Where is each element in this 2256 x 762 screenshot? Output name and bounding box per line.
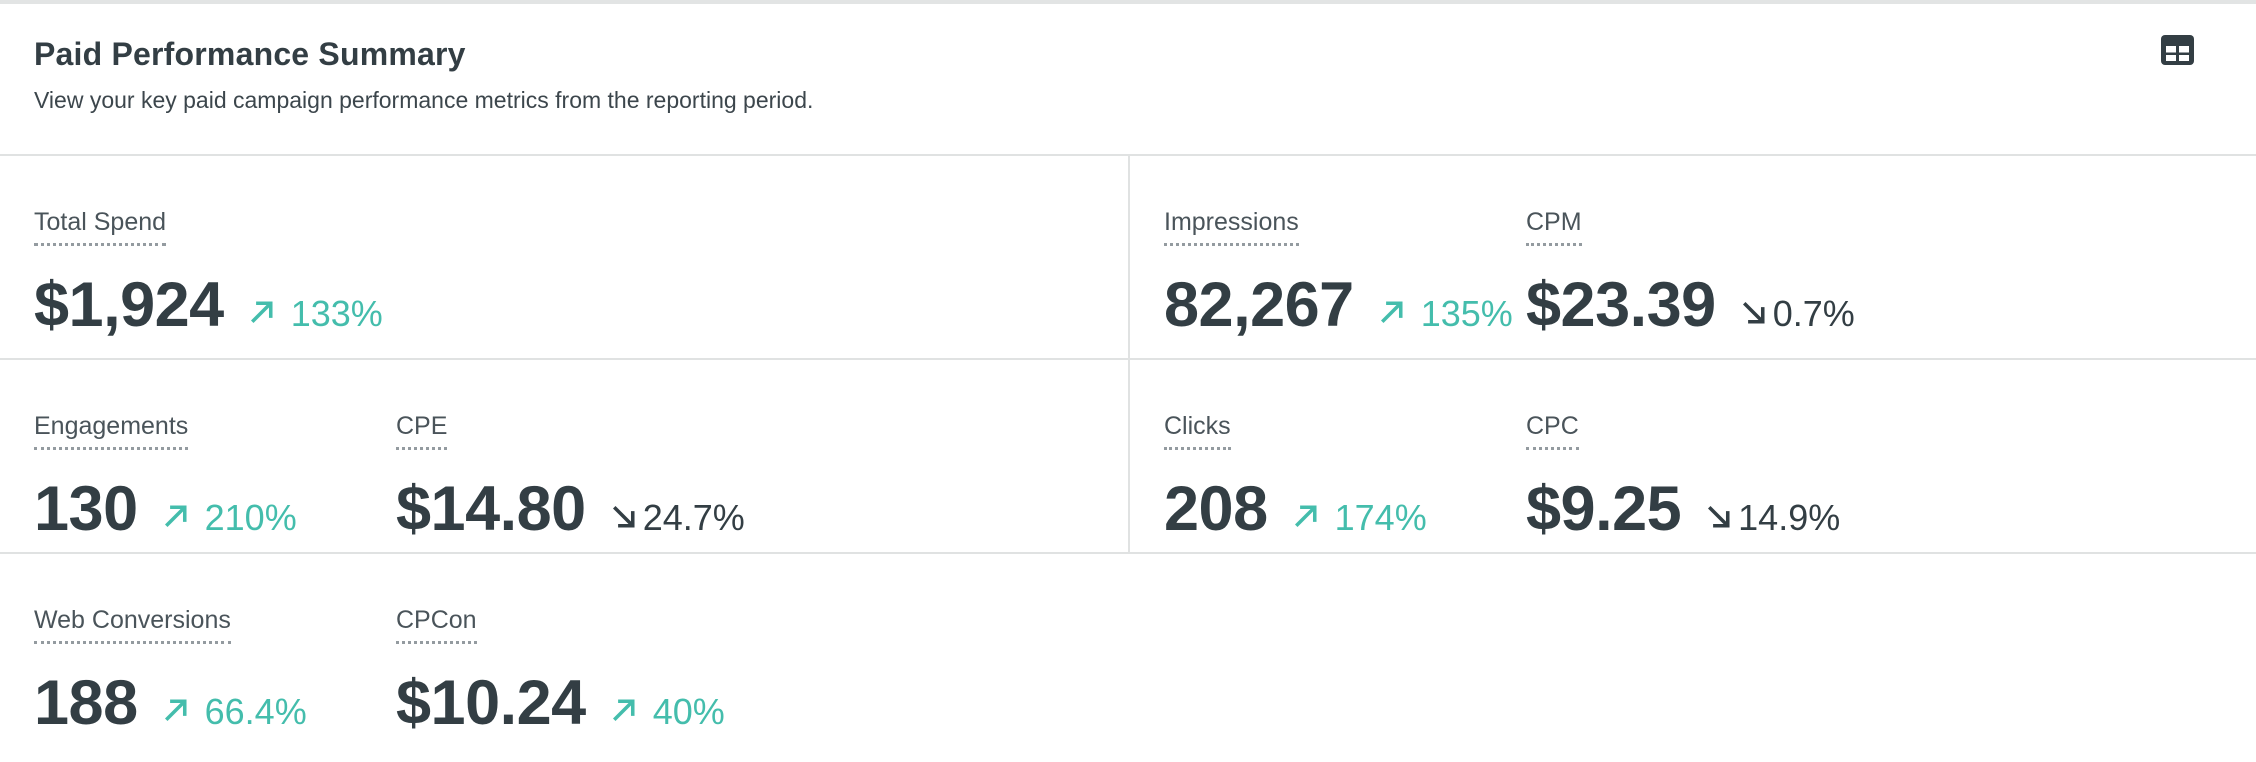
trend-down-icon xyxy=(612,505,635,528)
metric-delta-engagements: 210% xyxy=(157,498,297,536)
metric-label-clicks[interactable]: Clicks xyxy=(1164,412,1231,450)
widget-header: Paid Performance Summary View your key p… xyxy=(0,4,2256,154)
metric-delta-clicks: 174% xyxy=(1287,498,1427,536)
cell-total-spend: Total Spend $1,924 133% xyxy=(0,156,1128,358)
trend-up-icon xyxy=(164,699,187,722)
cell-clicks-cpc: Clicks 208 174% CPC $9.25 14.9% xyxy=(1128,360,2256,552)
trend-up-icon xyxy=(1294,505,1317,528)
metric-label-cpm[interactable]: CPM xyxy=(1526,208,1582,246)
metric-web-conversions: Web Conversions 188 66.4% xyxy=(34,606,396,762)
metric-value-web-conversions: 188 xyxy=(34,668,138,738)
metric-total-spend: Total Spend $1,924 133% xyxy=(34,208,396,358)
trend-up-icon xyxy=(612,699,635,722)
widget-title: Paid Performance Summary xyxy=(34,36,466,72)
metric-cpm: CPM $23.39 0.7% xyxy=(1526,208,1855,358)
metric-delta-cpcon: 40% xyxy=(605,692,725,730)
metric-delta-cpc: 14.9% xyxy=(1700,498,1840,536)
metric-value-impressions: 82,267 xyxy=(1164,270,1354,340)
metric-value-cpe: $14.80 xyxy=(396,474,586,544)
metric-label-cpc[interactable]: CPC xyxy=(1526,412,1579,450)
trend-down-icon xyxy=(1708,505,1730,528)
metric-label-impressions[interactable]: Impressions xyxy=(1164,208,1299,246)
cell-impressions-cpm: Impressions 82,267 135% CPM $23.39 0.7% xyxy=(1128,156,2256,358)
metric-delta-cpe: 24.7% xyxy=(605,498,745,536)
metric-value-engagements: 130 xyxy=(34,474,138,544)
metric-delta-total-spend: 133% xyxy=(243,294,383,332)
metric-clicks: Clicks 208 174% xyxy=(1164,412,1526,552)
metric-label-cpe[interactable]: CPE xyxy=(396,412,448,450)
metric-label-total-spend[interactable]: Total Spend xyxy=(34,208,167,246)
metric-label-cpcon[interactable]: CPCon xyxy=(396,606,477,644)
table-icon xyxy=(2160,35,2195,69)
metric-value-cpcon: $10.24 xyxy=(396,668,586,738)
metric-label-web-conversions[interactable]: Web Conversions xyxy=(34,606,231,644)
widget-subtitle: View your key paid campaign performance … xyxy=(34,87,814,113)
grid-row-2: Engagements 130 210% CPE $14.80 24.7% xyxy=(0,358,2256,552)
table-view-button[interactable] xyxy=(2159,34,2196,68)
metric-cpcon: CPCon $10.24 40% xyxy=(396,606,725,762)
cell-empty xyxy=(1128,554,2256,762)
metric-value-clicks: 208 xyxy=(1164,474,1268,544)
metric-engagements: Engagements 130 210% xyxy=(34,412,396,552)
grid-row-1: Total Spend $1,924 133% Impressions 82,2… xyxy=(0,154,2256,358)
grid-row-3: Web Conversions 188 66.4% CPCon $10.24 4… xyxy=(0,552,2256,762)
metric-cpc: CPC $9.25 14.9% xyxy=(1526,412,1840,552)
metric-delta-cpm: 0.7% xyxy=(1735,294,1855,332)
metric-value-cpm: $23.39 xyxy=(1526,270,1716,340)
metric-delta-web-conversions: 66.4% xyxy=(157,692,307,730)
metrics-grid: Total Spend $1,924 133% Impressions 82,2… xyxy=(0,154,2256,762)
cell-webconversions-cpcon: Web Conversions 188 66.4% CPCon $10.24 4… xyxy=(0,554,1128,762)
cell-engagements-cpe: Engagements 130 210% CPE $14.80 24.7% xyxy=(0,360,1128,552)
metric-value-total-spend: $1,924 xyxy=(34,270,224,340)
trend-up-icon xyxy=(1380,301,1403,324)
card-top-divider xyxy=(0,0,2256,4)
metric-delta-impressions: 135% xyxy=(1373,294,1513,332)
metric-label-engagements[interactable]: Engagements xyxy=(34,412,189,450)
trend-up-icon xyxy=(250,301,273,324)
trend-up-icon xyxy=(164,505,187,528)
metric-impressions: Impressions 82,267 135% xyxy=(1164,208,1526,358)
metric-value-cpc: $9.25 xyxy=(1526,474,1682,544)
metric-cpe: CPE $14.80 24.7% xyxy=(396,412,745,552)
trend-down-icon xyxy=(1742,301,1765,324)
